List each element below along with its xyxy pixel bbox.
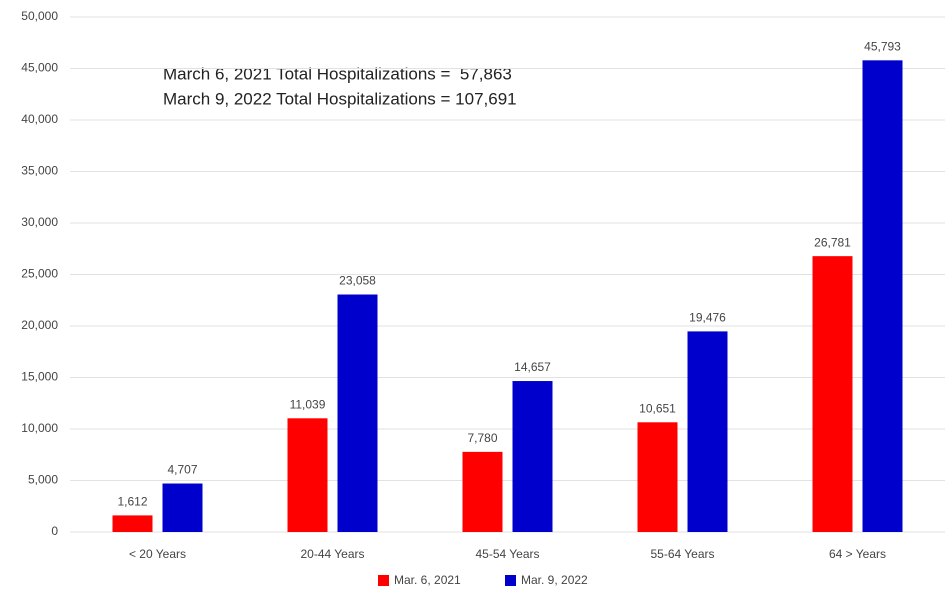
x-tick-label: < 20 Years [129, 547, 186, 561]
bar [637, 422, 678, 532]
value-label: 11,039 [290, 397, 326, 411]
bar [162, 483, 203, 532]
y-tick-label: 30,000 [21, 215, 58, 229]
annotation: March 6, 2021 Total Hospitalizations = 5… [163, 64, 512, 83]
x-tick-label: 64 > Years [829, 547, 886, 561]
y-tick-label: 25,000 [21, 267, 58, 281]
value-label: 45,793 [864, 40, 901, 54]
y-tick-label: 35,000 [21, 164, 58, 178]
x-tick-label: 20-44 Years [300, 547, 364, 561]
bar [687, 331, 728, 532]
value-label: 1,612 [117, 495, 147, 509]
bar [512, 381, 553, 532]
value-label: 23,058 [339, 274, 376, 288]
y-tick-label: 45,000 [21, 61, 58, 75]
value-label: 19,476 [689, 311, 726, 325]
legend-label: Mar. 6, 2021 [394, 573, 461, 587]
bar [812, 256, 853, 532]
y-tick-label: 0 [51, 524, 58, 538]
bar [462, 451, 503, 532]
legend-label: Mar. 9, 2022 [521, 573, 588, 587]
bar [112, 515, 153, 532]
legend-swatch [505, 575, 516, 586]
y-tick-label: 15,000 [21, 370, 58, 384]
value-label: 7,780 [467, 431, 497, 445]
bar [287, 418, 328, 532]
x-tick-label: 45-54 Years [475, 547, 539, 561]
y-tick-label: 20,000 [21, 318, 58, 332]
value-label: 26,781 [814, 235, 851, 249]
value-label: 4,707 [167, 463, 197, 477]
bar [337, 294, 378, 532]
bar [862, 60, 903, 533]
y-tick-label: 5,000 [28, 473, 58, 487]
y-tick-label: 50,000 [21, 9, 58, 23]
y-tick-label: 10,000 [21, 421, 58, 435]
value-label: 10,651 [639, 401, 676, 415]
value-label: 14,657 [514, 360, 551, 374]
x-tick-label: 55-64 Years [650, 547, 714, 561]
y-tick-label: 40,000 [21, 112, 58, 126]
legend-swatch [378, 575, 389, 586]
annotation: March 9, 2022 Total Hospitalizations = 1… [163, 89, 517, 108]
